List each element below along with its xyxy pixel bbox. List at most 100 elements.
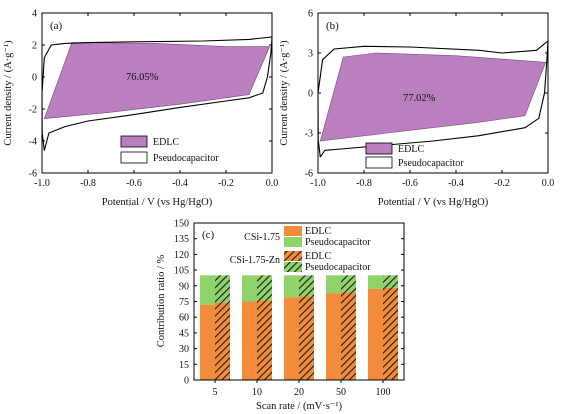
panel-c-xticks: 5 10 20 50 100 xyxy=(213,380,391,398)
y-tick-label: 2 xyxy=(32,41,37,52)
legend-group2-pseudo-label: Pseudocapacitor xyxy=(305,262,371,273)
cv-edlc-area xyxy=(319,52,547,142)
x-tick-label: -0.4 xyxy=(448,178,464,189)
bar-csi-edlc xyxy=(200,304,215,380)
bar-csi-pseudocapacitor xyxy=(326,275,341,294)
panel-b: (b) 77.02% -1.0 -0.8 -0.6 -0.4 -0.2 0.0 -6 -3 0… xyxy=(279,9,554,209)
y-tick-label: 60 xyxy=(179,313,189,324)
y-tick-label: 6 xyxy=(308,9,313,20)
legend-pseudo-label: Pseudocapacitor xyxy=(153,153,219,164)
y-tick-label: 4 xyxy=(32,9,37,20)
x-tick-label: 10 xyxy=(252,387,262,398)
legend-group1-name: CSi-1.75 xyxy=(244,232,280,243)
y-tick-label: -2 xyxy=(29,105,37,116)
legend-edlc-swatch xyxy=(120,135,148,148)
bar-csi-zn-pseudocapacitor xyxy=(215,275,230,303)
panel-a-yticks: -6 -4 -2 0 2 4 xyxy=(29,9,272,180)
x-tick-label: 0.0 xyxy=(542,178,555,189)
panel-c-legend: CSi-1.75 EDLC Pseudocapacitor CSi-1.75-Z… xyxy=(230,226,371,273)
x-tick-label: 0.0 xyxy=(266,178,279,189)
bar-csi-zn-pseudocapacitor xyxy=(299,275,314,297)
y-tick-label: 0 xyxy=(32,73,37,84)
x-tick-label: 100 xyxy=(376,387,391,398)
bar-csi-edlc xyxy=(242,301,257,380)
legend-edlc-swatch xyxy=(365,142,393,155)
x-tick-label: -0.6 xyxy=(402,178,418,189)
panel-c: (c) 5 10 20 50 100 0 15 30 45 60 75 90 105 120 135 150… xyxy=(156,219,405,412)
panel-c-xlabel: Scan rate / (mV·s⁻¹) xyxy=(256,401,342,412)
x-tick-label: -1.0 xyxy=(34,178,50,189)
legend-group2-pseudo-swatch xyxy=(284,262,302,272)
panel-b-annotation: 77.02% xyxy=(403,93,436,104)
panel-c-label: (c) xyxy=(202,229,215,241)
bar-csi-edlc xyxy=(284,297,299,380)
bar-csi-zn-edlc xyxy=(299,296,314,380)
bar-csi-pseudocapacitor xyxy=(284,275,299,298)
legend-edlc-label: EDLC xyxy=(398,144,424,155)
panel-c-ylabel: Contribution ratio / % xyxy=(156,255,167,348)
panel-a-legend: EDLC Pseudocapacitor xyxy=(120,135,219,164)
y-tick-label: -3 xyxy=(305,129,313,140)
panel-b-yticks: -6 -3 0 3 6 xyxy=(305,9,548,180)
panel-a-xticks: -1.0 -0.8 -0.6 -0.4 -0.2 0.0 xyxy=(34,13,278,189)
legend-group2-name: CSi-1.75-Zn xyxy=(230,255,280,266)
y-tick-label: 0 xyxy=(308,89,313,100)
bar-csi-zn-edlc xyxy=(215,302,230,380)
legend-group2-edlc-swatch xyxy=(284,251,302,261)
panel-a-ylabel: Current density / (A·g⁻¹) xyxy=(3,40,14,146)
panel-b-legend: EDLC Pseudocapacitor xyxy=(365,142,464,169)
y-tick-label: 135 xyxy=(174,234,189,245)
y-tick-label: 105 xyxy=(174,266,189,277)
x-tick-label: -0.2 xyxy=(494,178,510,189)
x-tick-label: 20 xyxy=(294,387,304,398)
bar-csi-pseudocapacitor xyxy=(242,275,257,302)
cv-edlc-area xyxy=(43,42,271,119)
panel-a-frame xyxy=(41,12,273,174)
legend-pseudo-label: Pseudocapacitor xyxy=(398,158,464,169)
bar-csi-pseudocapacitor xyxy=(368,275,383,289)
bar-csi-zn-edlc xyxy=(383,287,398,380)
y-tick-label: 0 xyxy=(184,376,189,387)
panel-b-label: (b) xyxy=(326,20,339,32)
legend-pseudo-swatch xyxy=(365,156,393,169)
y-tick-label: -4 xyxy=(29,137,37,148)
bar-csi-zn-pseudocapacitor xyxy=(257,275,272,301)
x-tick-label: -0.8 xyxy=(356,178,372,189)
x-tick-label: -0.6 xyxy=(126,178,142,189)
panel-b-xlabel: Potential / V (vs Hg/HgO) xyxy=(378,197,489,208)
legend-pseudo-swatch xyxy=(120,151,148,164)
bar-csi-zn-edlc xyxy=(341,292,356,380)
panel-a-plot xyxy=(41,36,273,151)
panel-c-bars xyxy=(200,275,398,380)
panel-a: (a) 76.05% -1.0 -0.8 -0.6 -0.4 -0.2 0.0 -6-4-… xyxy=(3,9,278,209)
legend-group2-edlc-label: EDLC xyxy=(305,251,331,262)
x-tick-label: 50 xyxy=(336,387,346,398)
y-tick-label: 3 xyxy=(308,49,313,60)
y-tick-label: 15 xyxy=(179,360,189,371)
x-tick-label: -0.4 xyxy=(172,178,188,189)
y-tick-label: 90 xyxy=(179,281,189,292)
bar-csi-pseudocapacitor xyxy=(200,275,215,305)
y-tick-label: -6 xyxy=(29,169,37,180)
panel-c-yticks: 0 15 30 45 60 75 90 105 120 135 150 xyxy=(174,219,404,387)
bar-csi-zn-pseudocapacitor xyxy=(383,275,398,288)
legend-group1-edlc-swatch xyxy=(284,226,302,236)
x-tick-label: -1.0 xyxy=(310,178,326,189)
x-tick-label: 5 xyxy=(213,387,218,398)
bar-csi-edlc xyxy=(368,288,383,380)
y-tick-label: 75 xyxy=(179,297,189,308)
y-tick-label: 45 xyxy=(179,328,189,339)
panel-a-annotation: 76.05% xyxy=(126,72,159,83)
bar-csi-edlc xyxy=(326,293,341,380)
legend-group1-pseudo-swatch xyxy=(284,237,302,247)
panel-b-ylabel: Current density / (A·g⁻¹) xyxy=(279,40,290,146)
x-tick-label: -0.8 xyxy=(80,178,96,189)
panel-a-label: (a) xyxy=(50,20,63,32)
legend-group1-pseudo-label: Pseudocapacitor xyxy=(305,237,371,248)
x-tick-label: -0.2 xyxy=(218,178,234,189)
y-tick-label: 30 xyxy=(179,344,189,355)
legend-group1-edlc-label: EDLC xyxy=(305,226,331,237)
y-tick-label: -6 xyxy=(305,169,313,180)
panel-a-xlabel: Potential / V (vs Hg/HgO) xyxy=(102,197,213,208)
